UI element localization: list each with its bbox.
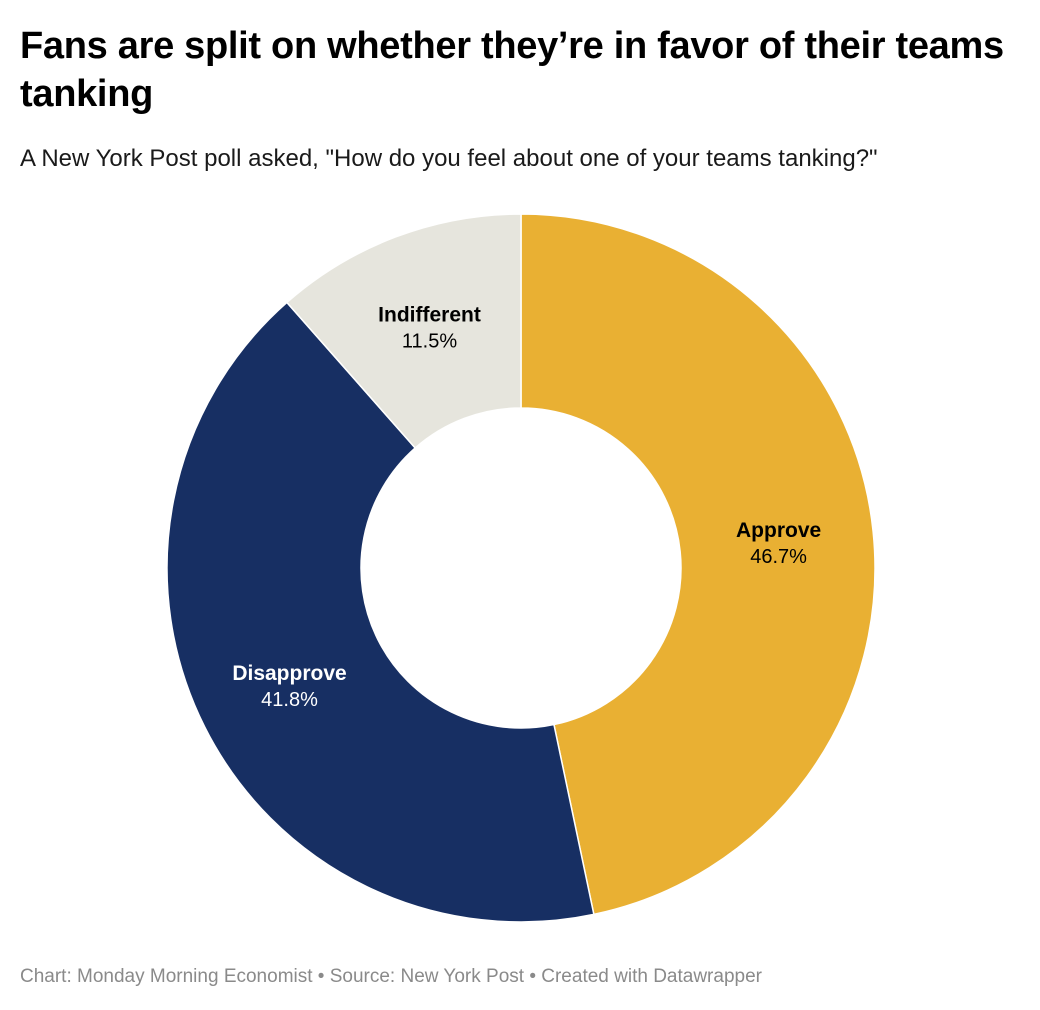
slice-approve <box>520 213 876 916</box>
slice-label-indifferent: Indifferent <box>378 304 481 327</box>
slice-value-disapprove: 41.8% <box>261 689 318 711</box>
slice-indifferent <box>285 213 522 450</box>
chart-footer: Chart: Monday Morning Economist • Source… <box>20 966 762 987</box>
chart-title: Fans are split on whether they’re in fav… <box>20 25 1004 115</box>
donut-slices <box>166 213 876 923</box>
slice-value-approve: 46.7% <box>750 546 807 568</box>
chart-subtitle: A New York Post poll asked, "How do you … <box>20 145 878 172</box>
slice-label-disapprove: Disapprove <box>232 662 346 685</box>
slice-value-indifferent: 11.5% <box>402 331 457 353</box>
slice-label-approve: Approve <box>736 519 821 542</box>
slice-disapprove <box>166 301 595 923</box>
donut-labels: Approve 46.7% Disapprove 41.8% Indifferent 11… <box>232 304 821 711</box>
